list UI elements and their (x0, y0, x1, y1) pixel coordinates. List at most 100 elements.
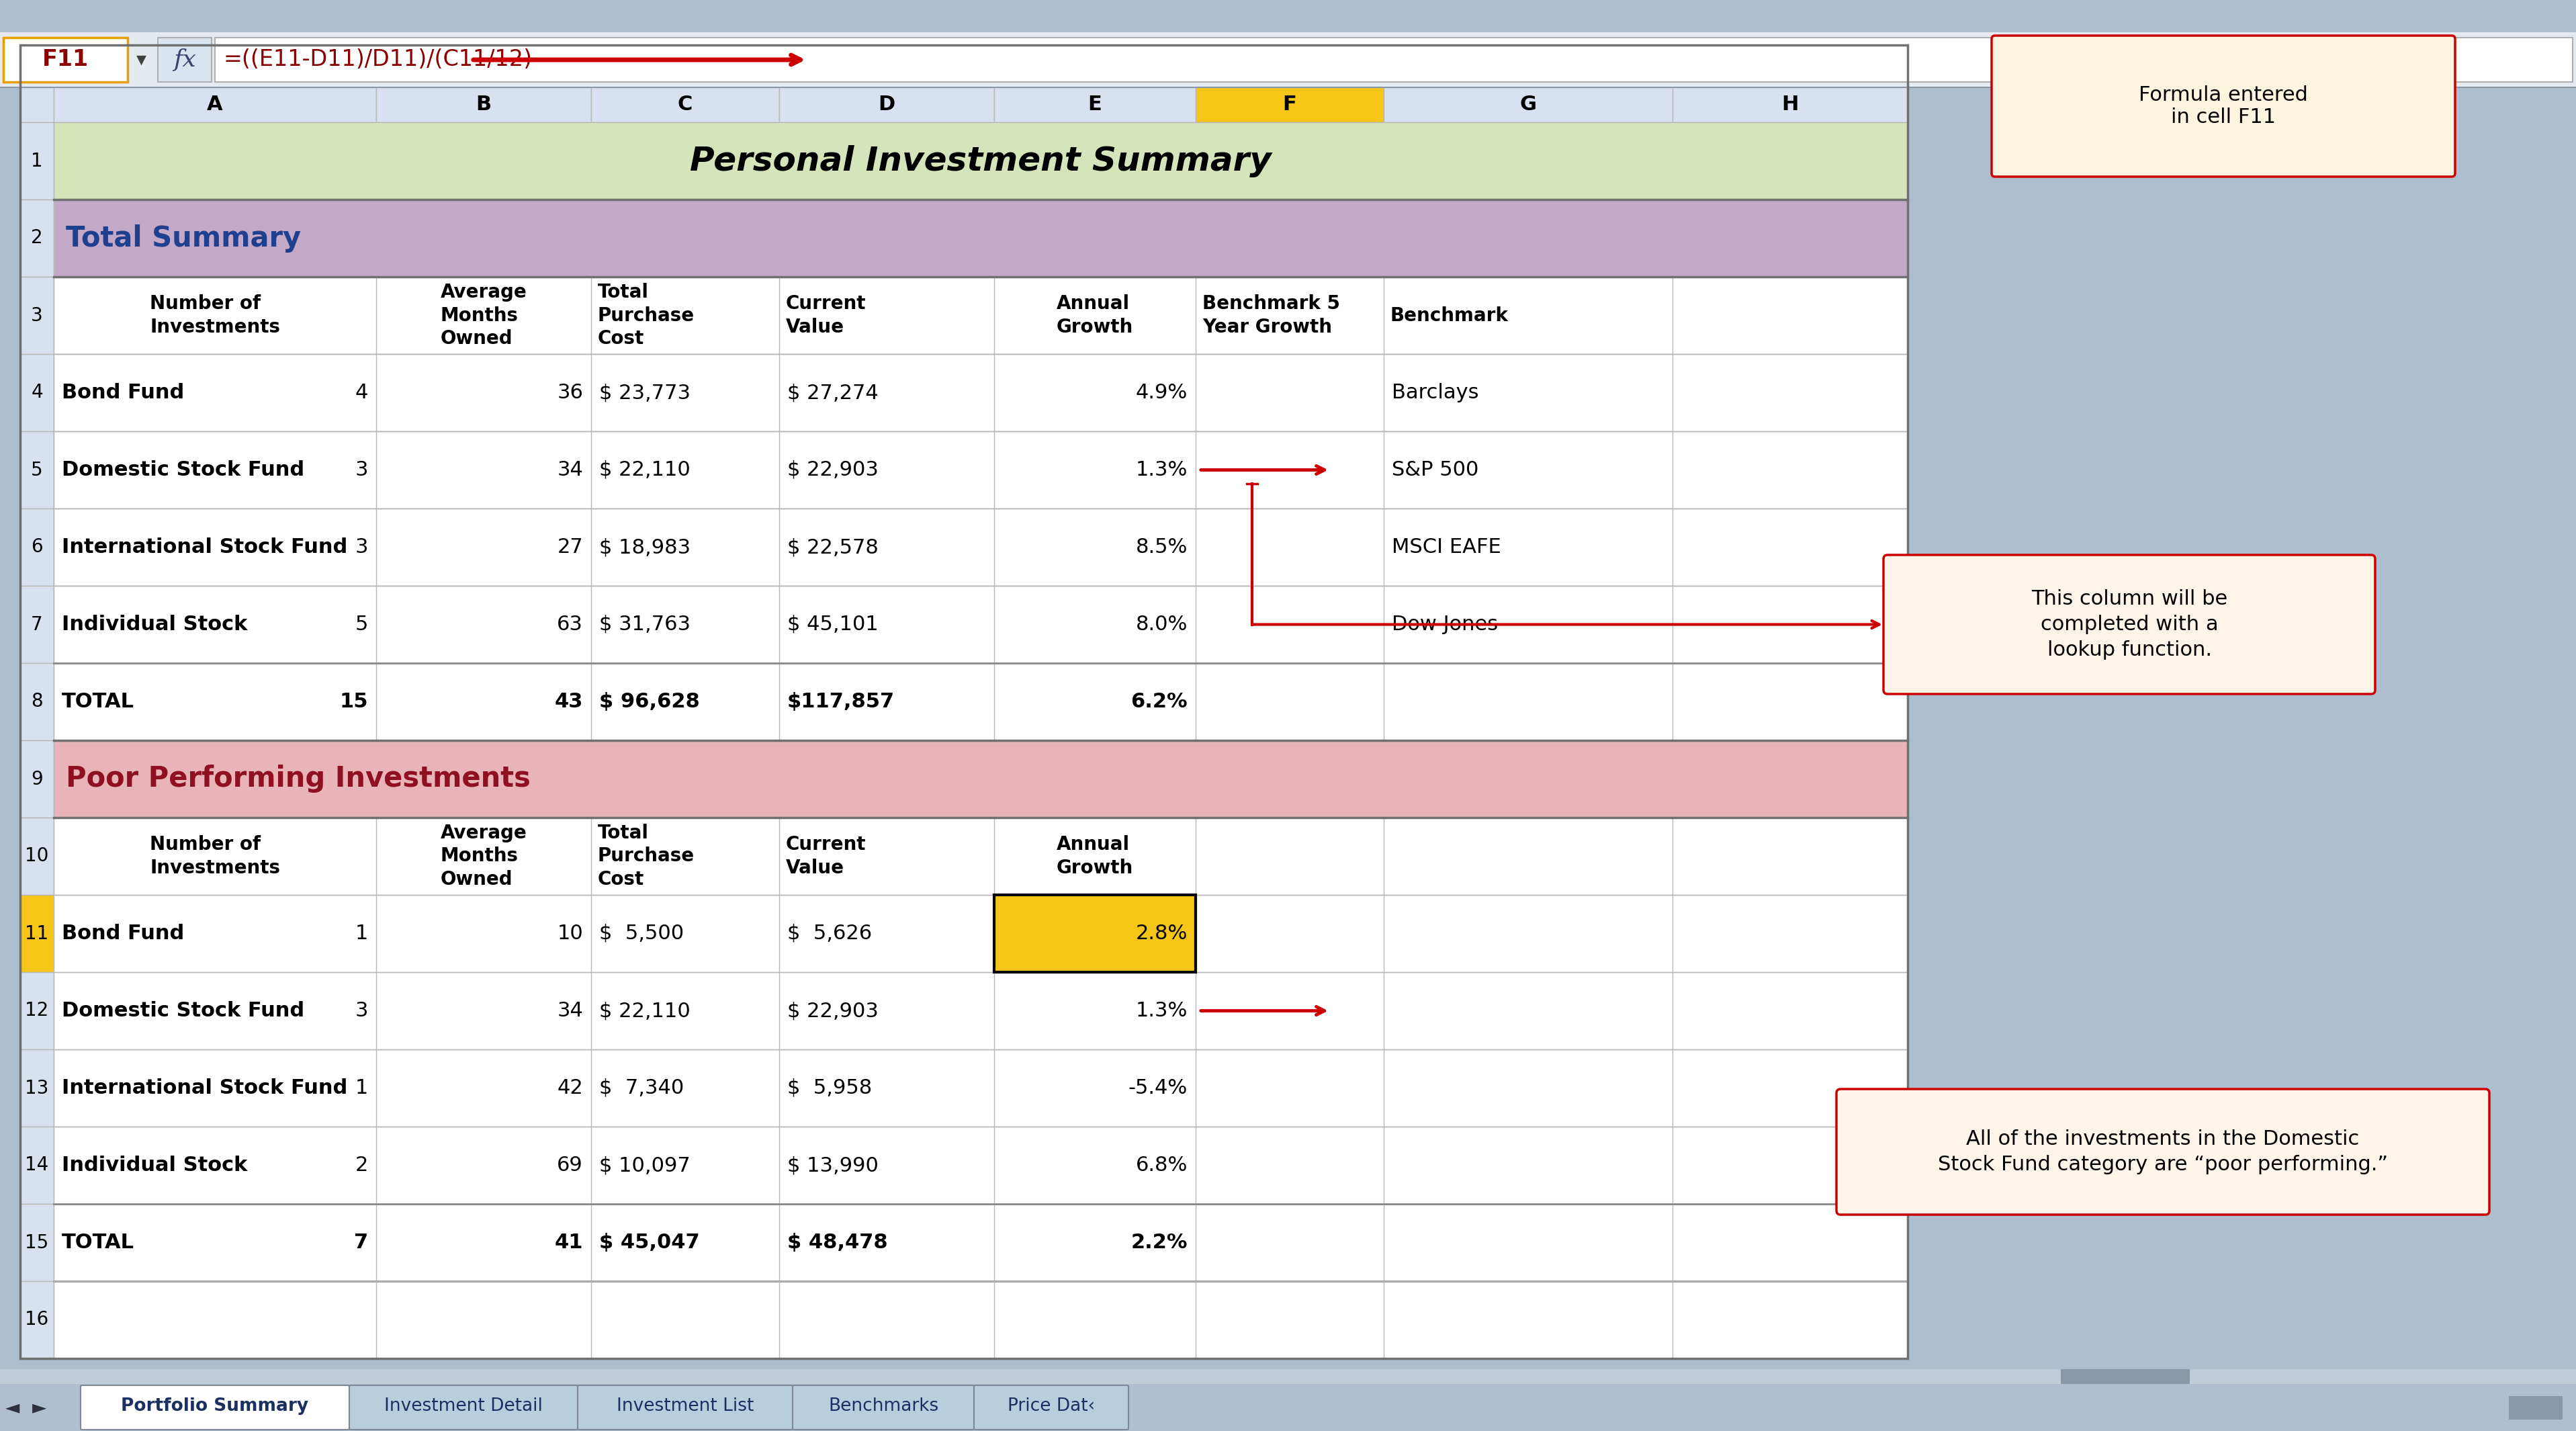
Bar (54, 585, 376, 663)
Bar (1195, 353, 1383, 431)
Text: B: B (477, 94, 492, 114)
Bar (21, 508, 54, 585)
Text: $ 23,773: $ 23,773 (600, 384, 690, 402)
Text: 8.0%: 8.0% (1136, 615, 1188, 634)
Bar (54, 431, 1909, 508)
Text: This column will be
completed with a
lookup function.: This column will be completed with a loo… (2030, 590, 2228, 660)
Bar (157, 37, 211, 82)
Bar (54, 585, 1909, 663)
FancyBboxPatch shape (80, 1385, 350, 1430)
Bar (778, 87, 994, 122)
Text: Individual Stock: Individual Stock (62, 615, 247, 634)
Bar (778, 508, 994, 585)
Bar (54, 585, 1909, 663)
Text: 34: 34 (556, 1002, 582, 1020)
Text: $ 45,101: $ 45,101 (788, 615, 878, 634)
Bar (21, 894, 54, 972)
Bar (778, 431, 994, 508)
Text: 4.9%: 4.9% (1136, 384, 1188, 402)
Bar (376, 508, 590, 585)
Text: 27: 27 (556, 538, 582, 557)
Bar (2509, 1397, 2563, 1420)
Text: 3: 3 (355, 461, 368, 479)
Text: 3: 3 (355, 538, 368, 557)
Bar (21, 663, 54, 740)
Text: 3: 3 (31, 306, 44, 325)
Bar (54, 894, 1909, 972)
Text: Barclays: Barclays (1391, 384, 1479, 402)
Bar (54, 508, 376, 585)
Text: E: E (1087, 94, 1103, 114)
FancyBboxPatch shape (350, 1385, 577, 1430)
Bar (54, 663, 1909, 740)
FancyBboxPatch shape (577, 1385, 793, 1430)
Text: Benchmark: Benchmark (1391, 306, 1510, 325)
Text: Bond Fund: Bond Fund (62, 924, 185, 943)
Text: $  7,340: $ 7,340 (600, 1079, 685, 1098)
Bar (994, 508, 1195, 585)
Text: 13: 13 (26, 1079, 49, 1098)
Bar (590, 276, 778, 353)
Text: Number of
Investments: Number of Investments (149, 295, 281, 336)
Bar (21, 276, 54, 353)
Text: $ 22,903: $ 22,903 (788, 1002, 878, 1020)
Text: 6.8%: 6.8% (1136, 1156, 1188, 1175)
Bar (1383, 508, 1672, 585)
Bar (1195, 508, 1383, 585)
Bar (1195, 431, 1383, 508)
Text: 11: 11 (26, 924, 49, 943)
Text: 10: 10 (556, 924, 582, 943)
Bar (994, 585, 1195, 663)
Text: $ 22,578: $ 22,578 (788, 538, 878, 557)
Bar (994, 353, 1195, 431)
FancyBboxPatch shape (974, 1385, 1128, 1430)
Bar (54, 431, 376, 508)
Bar (1672, 276, 1909, 353)
Text: 63: 63 (556, 615, 582, 634)
Text: $  5,626: $ 5,626 (788, 924, 871, 943)
Text: $117,857: $117,857 (788, 693, 894, 711)
Text: 8.5%: 8.5% (1136, 538, 1188, 557)
Text: MSCI EAFE: MSCI EAFE (1391, 538, 1502, 557)
Text: 14: 14 (26, 1156, 49, 1175)
Text: 2.2%: 2.2% (1131, 1234, 1188, 1252)
Bar (376, 276, 590, 353)
Bar (21, 817, 54, 894)
Bar (21, 122, 54, 199)
Text: International Stock Fund: International Stock Fund (62, 1079, 348, 1098)
Text: 5: 5 (355, 615, 368, 634)
Bar (1383, 585, 1672, 663)
Bar (21, 1281, 54, 1358)
Bar (0, 33, 2576, 87)
Bar (1672, 87, 1909, 122)
Text: $ 31,763: $ 31,763 (600, 615, 690, 634)
Text: Average
Months
Owned: Average Months Owned (440, 824, 528, 889)
Text: $ 27,274: $ 27,274 (788, 384, 878, 402)
Text: Annual
Growth: Annual Growth (1056, 295, 1133, 336)
Text: fx: fx (173, 49, 196, 72)
Text: 4: 4 (31, 384, 44, 402)
Text: =((E11-D11)/D11)/(C11/12): =((E11-D11)/D11)/(C11/12) (224, 49, 533, 72)
Text: G: G (1520, 94, 1535, 114)
Bar (778, 276, 994, 353)
Text: 1: 1 (355, 1079, 368, 1098)
Text: International Stock Fund: International Stock Fund (62, 538, 348, 557)
Bar (778, 276, 994, 353)
Bar (1383, 431, 1672, 508)
Text: 2: 2 (31, 229, 44, 248)
Text: 4: 4 (355, 384, 368, 402)
Bar (54, 740, 1909, 817)
Text: Current
Value: Current Value (786, 836, 866, 877)
Bar (2061, 1369, 2190, 1384)
Text: Investment Detail: Investment Detail (384, 1398, 544, 1415)
Bar (1195, 87, 1383, 122)
Bar (54, 276, 376, 353)
Bar (54, 122, 1909, 199)
Bar (54, 431, 1909, 508)
Text: $ 48,478: $ 48,478 (788, 1234, 889, 1252)
Text: 8: 8 (31, 693, 44, 711)
Bar (590, 353, 778, 431)
Bar (21, 585, 54, 663)
Bar (54, 276, 1909, 353)
Bar (54, 353, 1909, 431)
